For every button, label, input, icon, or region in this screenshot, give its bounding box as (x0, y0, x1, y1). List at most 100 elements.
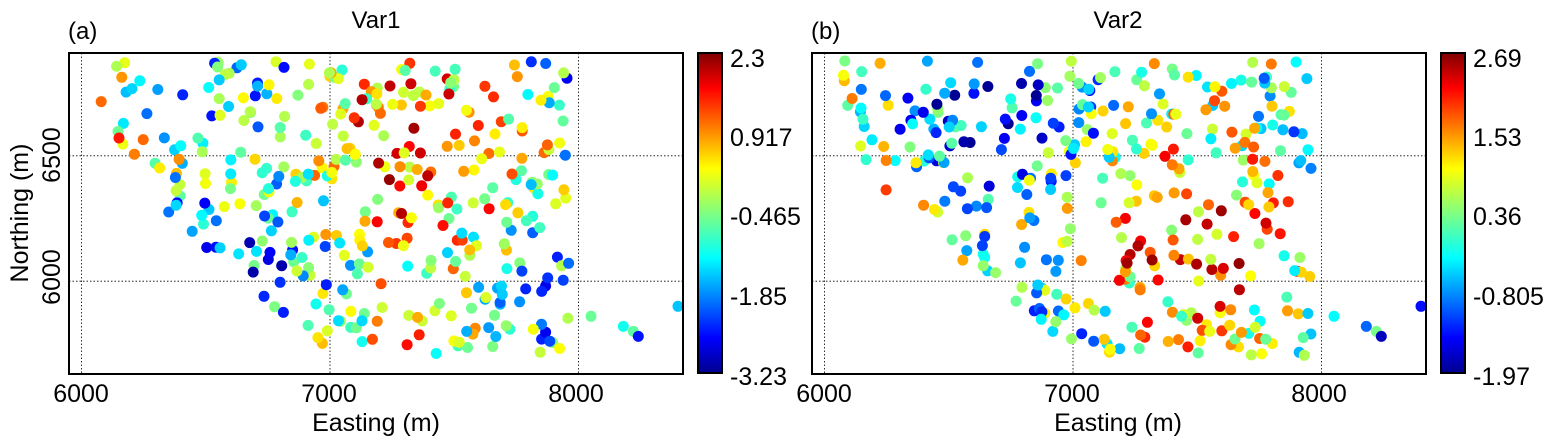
panel-b-cbar-label-1: 1.53 (1473, 124, 1522, 152)
panel-a-cbar-label-3: -1.85 (730, 283, 787, 311)
panel-b-point (979, 231, 991, 242)
panel-b-point (1119, 266, 1131, 278)
panel-a-point (338, 249, 350, 261)
panel-a-cbar-label-2: -0.465 (730, 203, 801, 231)
panel-a-point (225, 168, 237, 180)
panel-b-point (982, 193, 994, 205)
panel-b-point (860, 154, 872, 166)
panel-b-xtick-6000: 6000 (796, 380, 852, 408)
panel-a-point (414, 147, 426, 159)
panel-a-point (279, 111, 291, 122)
panel-a-point (378, 130, 390, 142)
panel-a-point (163, 206, 175, 218)
panel-a-point (117, 117, 129, 129)
panel-a-point (489, 309, 500, 321)
panel-a-point (141, 108, 153, 120)
panel-a-point (95, 96, 107, 108)
panel-b-point (1010, 295, 1022, 307)
panel-b-point (1272, 170, 1284, 181)
panel-b-point (1115, 168, 1127, 180)
panel-a-point (464, 244, 476, 256)
panel-b-point (855, 102, 867, 114)
panel-b-point (1148, 58, 1160, 70)
panel-a-point (333, 315, 344, 327)
panel-a-point (422, 170, 434, 182)
panel-a-point (445, 77, 457, 89)
panel-a-point (263, 183, 274, 195)
panel-a-point (551, 251, 563, 263)
panel-a-point (460, 104, 472, 116)
panel-b-point (1104, 343, 1116, 355)
panel-b-point (1016, 78, 1027, 89)
panel-b-point (917, 106, 929, 118)
panel-a-point (196, 209, 208, 221)
panel-a-point (233, 248, 245, 260)
panel-a-point (522, 89, 534, 100)
panel-a-point (548, 82, 560, 94)
panel-b-point (1058, 309, 1070, 321)
panel-a-point (218, 201, 230, 213)
panel-b-point (855, 140, 867, 152)
panel-b-point (977, 260, 989, 272)
panel-a-point (398, 147, 410, 159)
panel-a-point (479, 193, 491, 205)
panel-b-point (1193, 275, 1205, 287)
panel-b-point (904, 141, 916, 153)
panel-a-point (212, 61, 224, 73)
panel-a-point (511, 71, 523, 83)
panel-a-point (303, 58, 315, 70)
panel-a-point (458, 165, 470, 177)
panel-b-point (1122, 101, 1134, 113)
panel-a-point (351, 268, 363, 280)
panel-a-point (496, 280, 507, 292)
panel-b-point (1259, 155, 1271, 167)
panel-a-ylabel: Northing (m) (6, 144, 34, 283)
panel-b-point (1162, 296, 1174, 308)
panel-b-point (1240, 128, 1252, 140)
panel-b-point (924, 113, 936, 125)
panel-b-point (1166, 306, 1178, 318)
panel-a-point (345, 259, 356, 271)
panel-a-point (247, 266, 259, 278)
panel-a-point (411, 164, 423, 175)
panel-a-point (450, 255, 462, 267)
panel-a-point (503, 113, 515, 125)
panel-b-point (1061, 191, 1073, 203)
panel-a-cbar-label-1: 0.917 (730, 124, 793, 152)
panel-b-point (1247, 56, 1259, 68)
panel-b-point (1192, 312, 1204, 324)
panel-b-point (1159, 150, 1171, 162)
panel-a-point (516, 265, 528, 277)
panel-b-point (1217, 262, 1229, 274)
panel-b-point (1014, 257, 1026, 269)
panel-a-point (111, 60, 123, 72)
panel-a-point (292, 89, 304, 101)
panel-a-point (516, 152, 528, 164)
panel-a-point (534, 346, 546, 358)
panel-b-point (961, 203, 973, 215)
panel-b-point (1194, 335, 1206, 347)
panel-a-point (557, 274, 569, 286)
panel-a-point (372, 193, 384, 205)
panel-b-point (1305, 162, 1317, 174)
panel-b-point (930, 127, 942, 139)
panel-a-point (480, 292, 492, 303)
panel-a-point (462, 342, 473, 353)
panel-a-point (506, 168, 518, 180)
panel-b-point (1061, 202, 1073, 214)
panel-a-point (466, 302, 477, 314)
panel-a-point (273, 170, 285, 182)
panel-b-point (1075, 255, 1087, 267)
panel-a-point (401, 339, 413, 351)
panel-b-point (1248, 304, 1260, 316)
panel-b-point (1030, 90, 1042, 101)
panel-b-point (1248, 141, 1260, 153)
panel-b-point (1253, 110, 1264, 122)
panel-a-point (173, 153, 185, 165)
panel-a-point (408, 122, 420, 134)
panel-a-point (384, 80, 396, 92)
panel-a-point (487, 182, 499, 194)
panel-b-point (1294, 252, 1306, 263)
panel-a-point (373, 157, 385, 169)
panel-b-point (934, 150, 945, 162)
